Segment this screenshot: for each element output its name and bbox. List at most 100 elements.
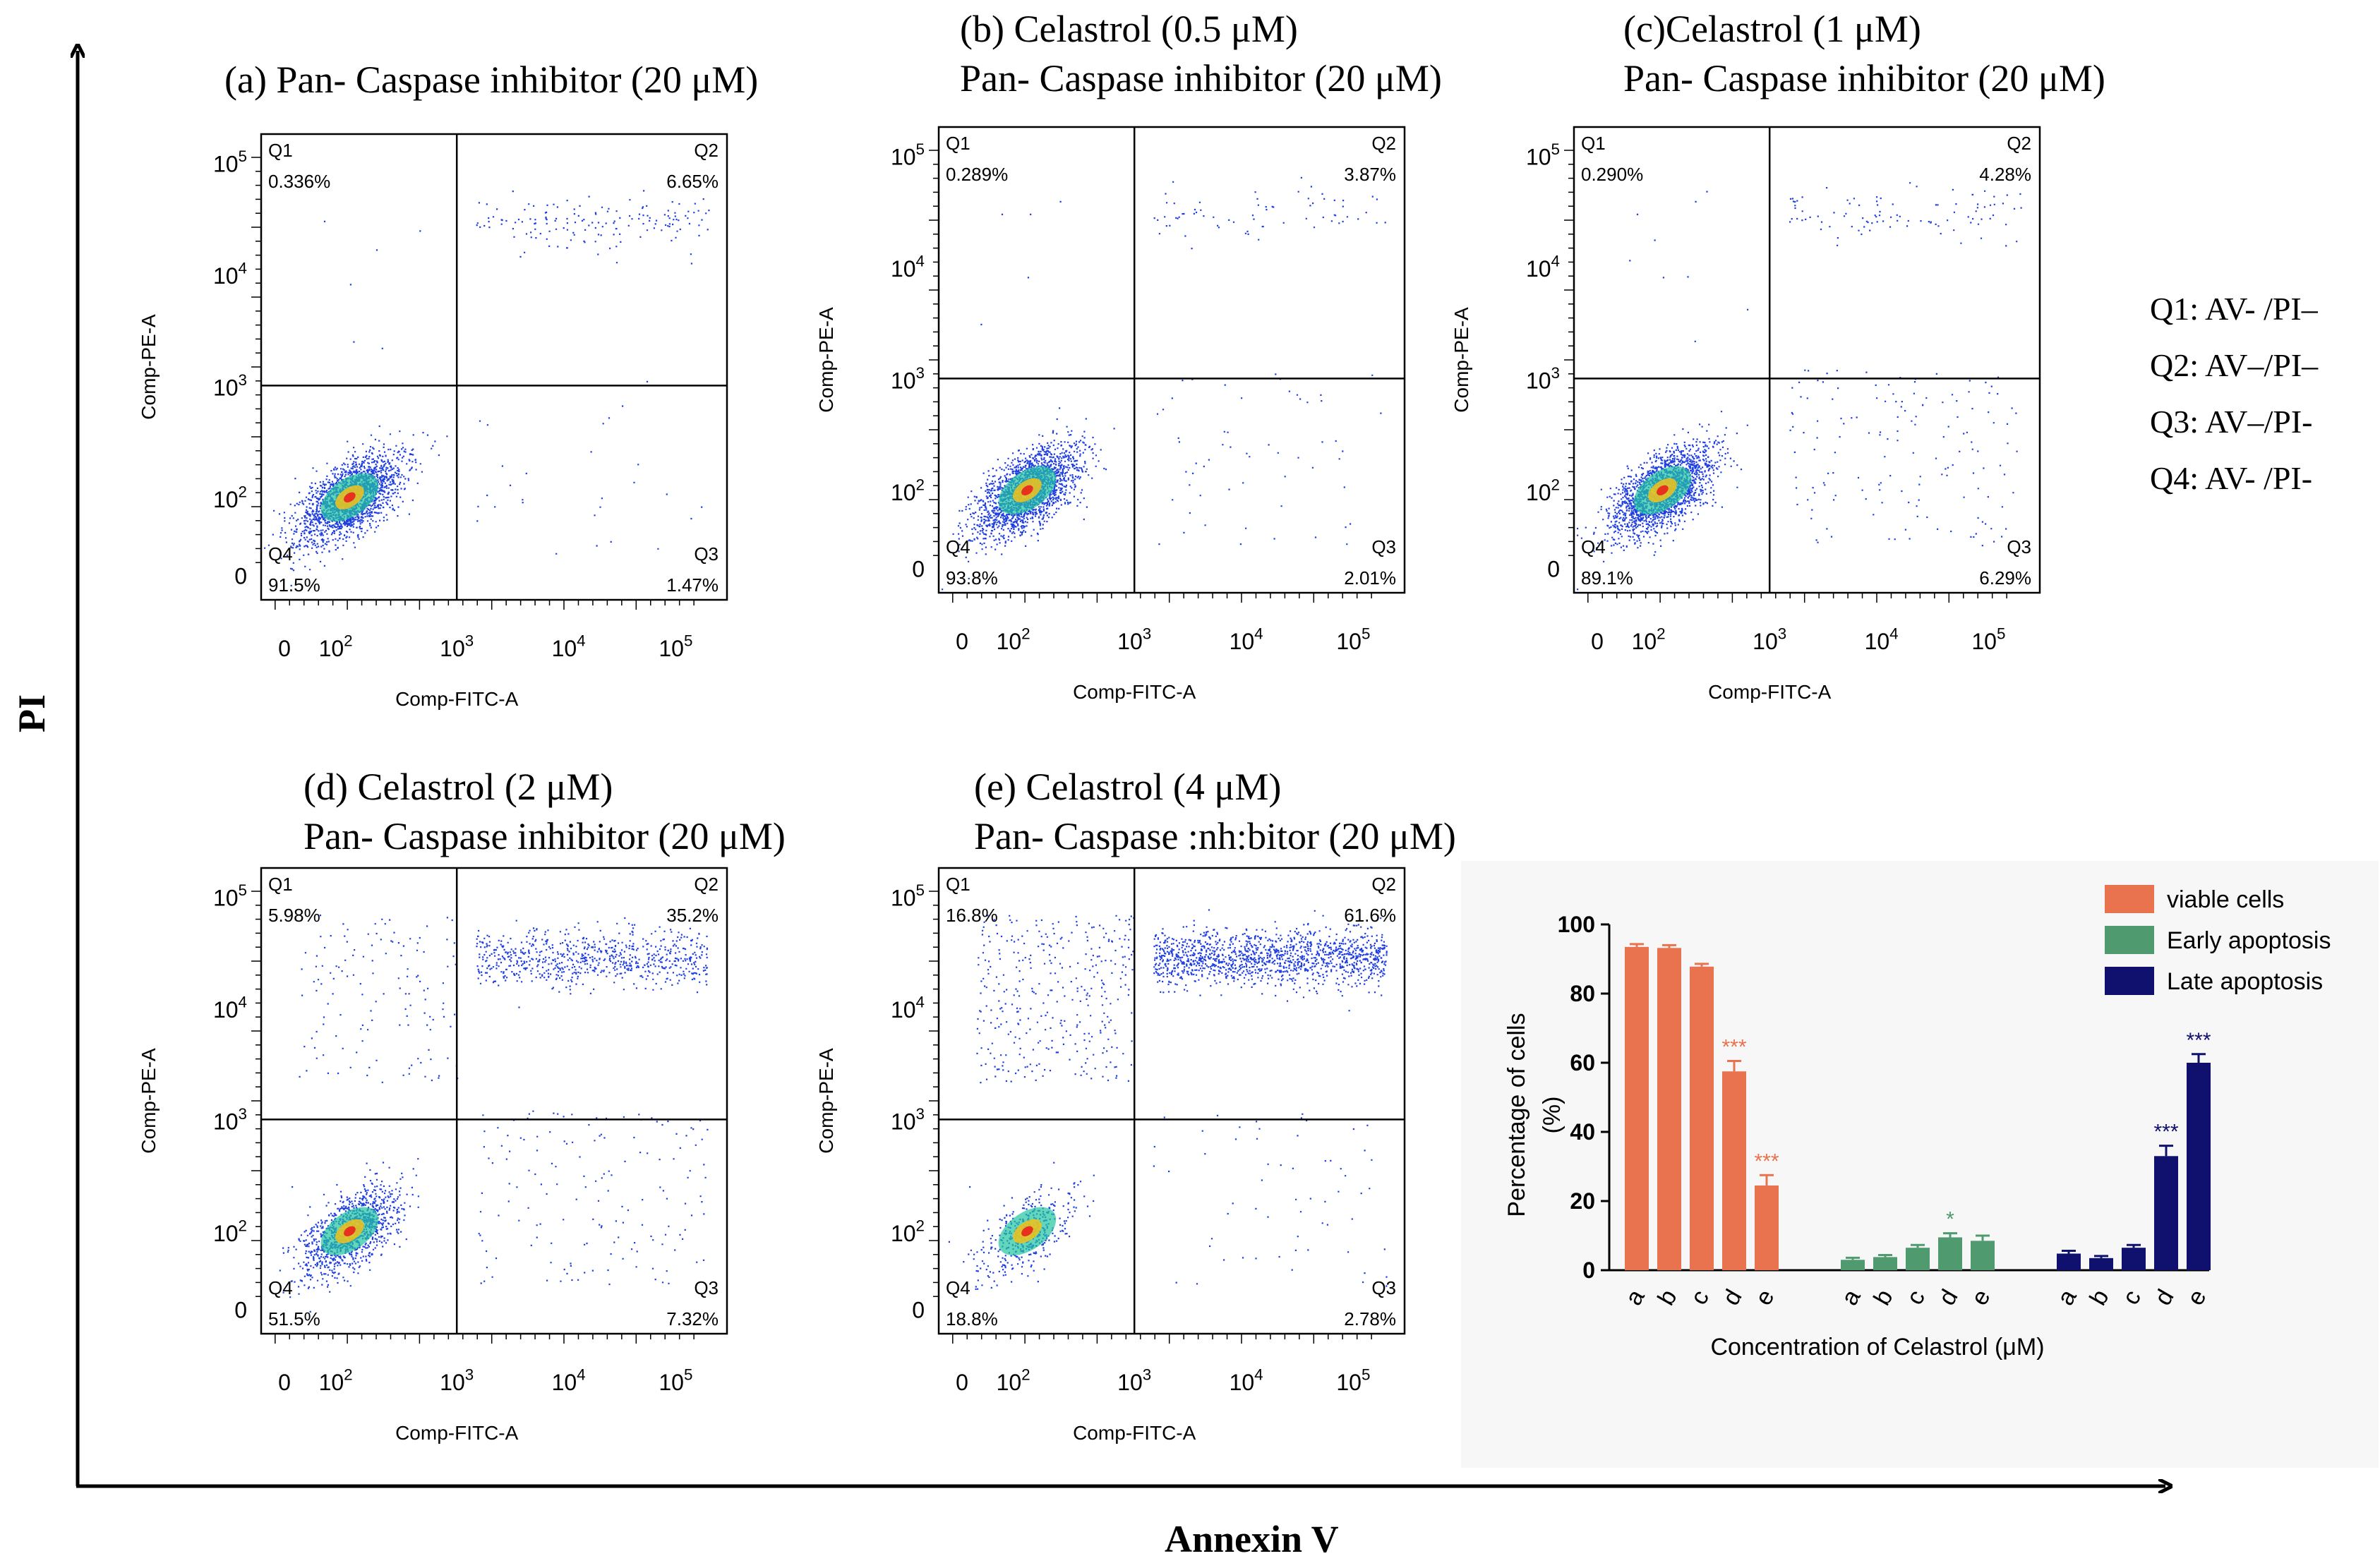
panel-e-title-line1: (e) Celastrol (4 μM) <box>974 766 1282 808</box>
flow-frame-e <box>937 867 1406 1335</box>
quadrant-q2-value-e: 61.6% <box>1344 905 1396 926</box>
bar-x-label: Concentration of Celastrol (μM) <box>1710 1334 2044 1361</box>
quadrant-q1-value-b: 0.289% <box>946 164 1008 185</box>
quadrant-q4-label-c: Q4 <box>1581 536 1606 557</box>
quadrant-q1-value-a: 0.336% <box>268 171 330 192</box>
flow-events-c <box>1577 182 2022 591</box>
quadrant-q4-label-d: Q4 <box>268 1277 293 1298</box>
bar-early-apoptosis-a <box>1841 1260 1865 1270</box>
flow-events-a <box>264 190 710 586</box>
flow-x-axis-title-a: Comp-FITC-A <box>395 688 519 710</box>
flow-y-tick-a-1: 102 <box>213 483 247 512</box>
flow-y-axis-title-d: Comp-PE-A <box>138 1048 160 1154</box>
flow-y-tick-a-0: 0 <box>234 564 247 589</box>
flow-x-tick-b-3: 104 <box>1230 625 1263 654</box>
bar-viable-cells-b <box>1657 948 1681 1270</box>
flow-y-tick-c-1: 102 <box>1526 476 1560 505</box>
flow-density-peak-b <box>1021 485 1033 495</box>
quadrant-q4-value-c: 89.1% <box>1581 567 1633 589</box>
quadrant-q1-value-c: 0.290% <box>1581 164 1643 185</box>
flow-frame-d <box>260 867 728 1335</box>
quadrant-legend-q4: Q4: AV- /PI- <box>2150 460 2313 496</box>
panel-b-title: (b) Celastrol (0.5 μM) Pan- Caspase inhi… <box>960 4 1442 103</box>
significance-0-4: *** <box>1754 1150 1779 1173</box>
flow-x-axis-title-d: Comp-FITC-A <box>395 1422 519 1444</box>
flow-x-axis-title-e: Comp-FITC-A <box>1073 1422 1196 1444</box>
flow-x-tick-d-1: 102 <box>319 1366 353 1395</box>
flow-x-tick-e-0: 0 <box>956 1370 968 1395</box>
bar-viable-cells-d <box>1722 1071 1746 1270</box>
quadrant-q2-value-a: 6.65% <box>666 171 719 192</box>
legend-swatch-1 <box>2105 926 2154 954</box>
legend-swatch-0 <box>2105 885 2154 913</box>
flow-panel-c: Q1 0.290% Q2 4.28% Q3 6.29% Q4 89.1% 0 102 103 104 1… <box>1450 126 2041 703</box>
quadrant-q2-label-e: Q2 <box>1371 874 1396 895</box>
flow-x-axis-title-b: Comp-FITC-A <box>1073 681 1196 703</box>
quadrant-q3-value-b: 2.01% <box>1344 567 1396 589</box>
quadrant-q3-label-d: Q3 <box>694 1277 719 1298</box>
bar-viable-cells-c <box>1690 966 1714 1270</box>
legend-label-1: Early apoptosis <box>2167 927 2331 954</box>
flow-y-axis-title-c: Comp-PE-A <box>1450 307 1472 413</box>
quadrant-q4-label-e: Q4 <box>946 1277 970 1298</box>
bar-early-apoptosis-b <box>1873 1257 1897 1270</box>
bar-viable-cells-e <box>1755 1185 1779 1270</box>
flow-x-tick-c-2: 103 <box>1753 625 1786 654</box>
flow-x-tick-b-0: 0 <box>956 629 968 654</box>
flow-x-axis-title-c: Comp-FITC-A <box>1708 681 1832 703</box>
panel-b-title-line2: Pan- Caspase inhibitor (20 μM) <box>960 57 1442 99</box>
flow-y-tick-b-0: 0 <box>912 557 925 582</box>
flow-y-tick-e-2: 103 <box>891 1105 925 1134</box>
quadrant-q1-value-e: 16.8% <box>946 905 998 926</box>
quadrant-q2-value-c: 4.28% <box>1979 164 2031 185</box>
quadrant-q2-label-b: Q2 <box>1371 133 1396 154</box>
significance-1-3: * <box>1946 1208 1954 1231</box>
quadrant-q3-label-e: Q3 <box>1371 1277 1396 1298</box>
flow-y-axis-title-b: Comp-PE-A <box>815 307 837 413</box>
panel-a-title: (a) Pan- Caspase inhibitor (20 μM) <box>224 55 758 104</box>
bar-y-label: Percentage of cells <box>1503 1013 1530 1217</box>
flow-x-tick-a-0: 0 <box>278 636 291 661</box>
panel-c-title-line1: (c)Celastrol (1 μM) <box>1623 8 1921 50</box>
quadrant-q2-label-a: Q2 <box>694 140 719 161</box>
flow-x-tick-a-2: 103 <box>440 632 474 661</box>
quadrant-q3-label-a: Q3 <box>694 543 719 565</box>
flow-events-d <box>279 915 709 1313</box>
panel-d-title-line2: Pan- Caspase inhibitor (20 μM) <box>303 815 786 857</box>
bar-early-apoptosis-c <box>1906 1248 1930 1270</box>
flow-x-tick-b-2: 103 <box>1117 625 1151 654</box>
quadrant-legend-q2: Q2: AV–/PI– <box>2150 347 2319 383</box>
bar-early-apoptosis-d <box>1938 1237 1962 1270</box>
flow-events-b <box>942 176 1386 591</box>
quadrant-legend-q1: Q1: AV- /PI– <box>2150 291 2318 327</box>
quadrant-q1-value-d: 5.98% <box>268 905 320 926</box>
bar-viable-cells-a <box>1625 946 1649 1270</box>
flow-y-tick-a-2: 103 <box>213 371 247 400</box>
flow-y-tick-d-4: 105 <box>213 881 247 910</box>
bar-chart-background <box>1461 861 2379 1468</box>
bar-y-label-unit: (%) <box>1539 1097 1565 1134</box>
flow-x-tick-b-4: 105 <box>1336 625 1370 654</box>
flow-x-tick-e-1: 102 <box>997 1366 1030 1395</box>
flow-frame-c <box>1573 126 2041 594</box>
flow-y-tick-a-4: 105 <box>213 147 247 176</box>
flow-x-tick-a-4: 105 <box>659 632 692 661</box>
flow-y-tick-b-3: 104 <box>891 253 925 282</box>
flow-frame-b <box>937 126 1406 594</box>
bar-y-tick-2: 40 <box>1570 1119 1595 1145</box>
flow-density-peak-d <box>344 1226 356 1236</box>
flow-y-tick-e-4: 105 <box>891 881 925 910</box>
flow-density-peak-a <box>344 492 356 502</box>
flow-x-tick-e-2: 103 <box>1117 1366 1151 1395</box>
quadrant-q4-value-b: 93.8% <box>946 567 998 589</box>
legend-label-2: Late apoptosis <box>2167 968 2323 995</box>
bar-y-tick-4: 80 <box>1570 981 1595 1006</box>
flow-y-tick-b-1: 102 <box>891 476 925 505</box>
quadrant-q2-label-c: Q2 <box>2007 133 2031 154</box>
bar-y-tick-5: 100 <box>1558 912 1595 937</box>
flow-x-tick-e-3: 104 <box>1230 1366 1263 1395</box>
bar-late-apoptosis-d <box>2154 1156 2178 1270</box>
